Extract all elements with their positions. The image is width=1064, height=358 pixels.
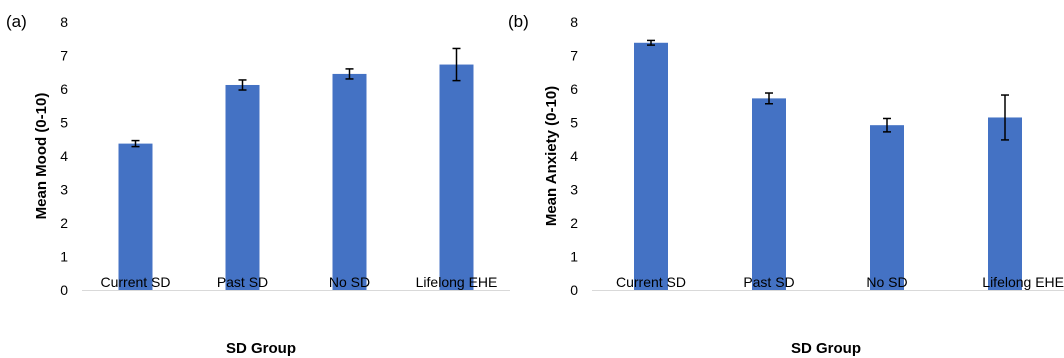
bar-b-3 bbox=[988, 117, 1022, 290]
bars-a bbox=[118, 64, 474, 290]
chart-mood: (a) Mean Mood (0-10) SD Group 012345678 … bbox=[6, 12, 510, 357]
bar-a-0 bbox=[118, 143, 153, 290]
y-tick-label-b-2: 2 bbox=[570, 215, 578, 231]
error-bar-b-0 bbox=[647, 39, 655, 46]
error-bar-a-1 bbox=[238, 79, 247, 91]
x-ticks-a: Current SD Past SD No SD Lifelong EHE bbox=[100, 274, 497, 290]
bars-b bbox=[634, 42, 1022, 291]
y-tick-label-b-0: 0 bbox=[570, 282, 578, 298]
x-tick-label-a-3: Lifelong EHE bbox=[416, 274, 498, 290]
x-axis-label-b: SD Group bbox=[791, 340, 861, 357]
x-tick-label-b-3: Lifelong EHE bbox=[982, 274, 1064, 290]
bar-b-1 bbox=[752, 98, 786, 290]
y-tick-label-b-5: 5 bbox=[570, 115, 578, 131]
x-tick-label-a-0: Current SD bbox=[100, 274, 170, 290]
y-tick-label-a-0: 0 bbox=[60, 282, 68, 298]
error-bars-b bbox=[647, 39, 1009, 141]
x-ticks-b: Current SD Past SD No SD Lifelong EHE bbox=[616, 274, 1064, 290]
error-bar-b-2 bbox=[883, 117, 891, 133]
y-ticks-b: 0 1 2 3 4 5 6 7 8 bbox=[570, 14, 578, 298]
panel-label-b: (b) bbox=[508, 12, 529, 31]
x-axis-label-a: SD Group bbox=[226, 340, 296, 357]
y-tick-label-b-6: 6 bbox=[570, 81, 578, 97]
y-tick-label-b-7: 7 bbox=[570, 48, 578, 64]
y-tick-label-b-1: 1 bbox=[570, 249, 578, 265]
x-tick-label-a-1: Past SD bbox=[217, 274, 268, 290]
y-tick-label-b-8: 8 bbox=[570, 14, 578, 30]
y-tick-label-a-3: 3 bbox=[60, 182, 68, 198]
y-tick-label-a-8: 8 bbox=[60, 14, 68, 30]
error-bar-b-3 bbox=[1001, 94, 1009, 141]
error-bar-a-2 bbox=[345, 68, 354, 80]
bar-b-0 bbox=[634, 42, 668, 290]
y-tick-label-a-7: 7 bbox=[60, 48, 68, 64]
y-axis-label-a: Mean Mood (0-10) bbox=[33, 93, 50, 220]
bar-a-2 bbox=[332, 73, 367, 290]
chart-anxiety: (b) Mean Anxiety (0-10) SD Group 0 1 2 3 4 5 6… bbox=[508, 12, 1064, 357]
bar-a-1 bbox=[225, 84, 260, 290]
y-tick-label-a-5: 5 bbox=[60, 115, 68, 131]
y-tick-label-b-4: 4 bbox=[570, 148, 578, 164]
y-tick-label-a-2: 2 bbox=[60, 215, 68, 231]
y-axis-label-b: Mean Anxiety (0-10) bbox=[543, 86, 560, 226]
y-tick-label-a-6: 6 bbox=[60, 81, 68, 97]
x-tick-label-a-2: No SD bbox=[329, 274, 370, 290]
error-bar-a-0 bbox=[131, 139, 140, 148]
bar-b-2 bbox=[870, 125, 904, 291]
bar-a-3 bbox=[439, 64, 474, 290]
x-tick-label-b-1: Past SD bbox=[743, 274, 794, 290]
error-bars-a bbox=[131, 47, 461, 148]
y-ticks-a: 0 1 2 3 4 5 6 7 8 bbox=[60, 14, 68, 298]
error-bar-a-3 bbox=[452, 47, 461, 82]
y-tick-label-a-1: 1 bbox=[60, 249, 68, 265]
panel-label-a: (a) bbox=[6, 12, 27, 31]
y-tick-label-a-4: 4 bbox=[60, 148, 68, 164]
error-bar-b-1 bbox=[765, 92, 773, 105]
x-tick-label-b-0: Current SD bbox=[616, 274, 686, 290]
x-tick-label-b-2: No SD bbox=[866, 274, 907, 290]
y-tick-label-b-3: 3 bbox=[570, 182, 578, 198]
